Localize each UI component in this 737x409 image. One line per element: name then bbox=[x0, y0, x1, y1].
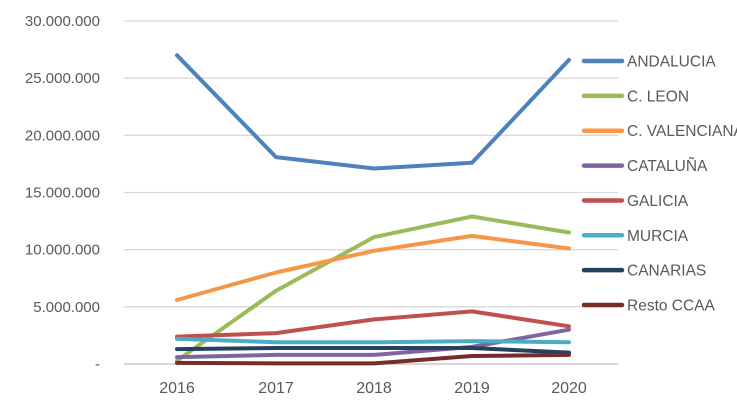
x-axis-tick-label: 2018 bbox=[356, 380, 392, 397]
legend-label-c-valenciana: C. VALENCIANA bbox=[627, 123, 737, 140]
legend-label-resto-ccaa: Resto CCAA bbox=[627, 298, 716, 315]
series-line-andalucia bbox=[175, 53, 571, 171]
series-line-c-leon bbox=[175, 214, 571, 363]
legend-label-andalucia: ANDALUCIA bbox=[627, 54, 716, 71]
series-line-c-valenciana bbox=[175, 233, 571, 302]
x-axis-tick-label: 2019 bbox=[454, 380, 490, 397]
series-line-murcia bbox=[175, 336, 571, 345]
x-axis-tick-label: 2016 bbox=[159, 380, 195, 397]
legend-label-galicia: GALICIA bbox=[627, 193, 689, 210]
series-line-canarias bbox=[175, 346, 571, 355]
y-axis-tick-label: 30.000.000 bbox=[25, 13, 100, 30]
legend-label-c-leon: C. LEON bbox=[627, 88, 689, 105]
y-axis-tick-label: 20.000.000 bbox=[25, 127, 100, 144]
legend-label-canarias: CANARIAS bbox=[627, 263, 706, 280]
y-axis-tick-label: 10.000.000 bbox=[25, 242, 100, 259]
x-axis-tick-label: 2020 bbox=[551, 380, 587, 397]
series-line-resto-ccaa bbox=[175, 352, 571, 366]
y-axis-tick-label: 15.000.000 bbox=[25, 185, 100, 202]
x-axis-tick-label: 2017 bbox=[258, 380, 294, 397]
y-axis-tick-label: 25.000.000 bbox=[25, 70, 100, 87]
series-line-galicia bbox=[175, 309, 571, 339]
legend-label-catalu-a: CATALUÑA bbox=[627, 158, 708, 175]
legend-label-murcia: MURCIA bbox=[627, 228, 689, 245]
y-axis-tick-label: 5.000.000 bbox=[33, 299, 100, 316]
y-axis-tick-label: - bbox=[95, 356, 100, 373]
